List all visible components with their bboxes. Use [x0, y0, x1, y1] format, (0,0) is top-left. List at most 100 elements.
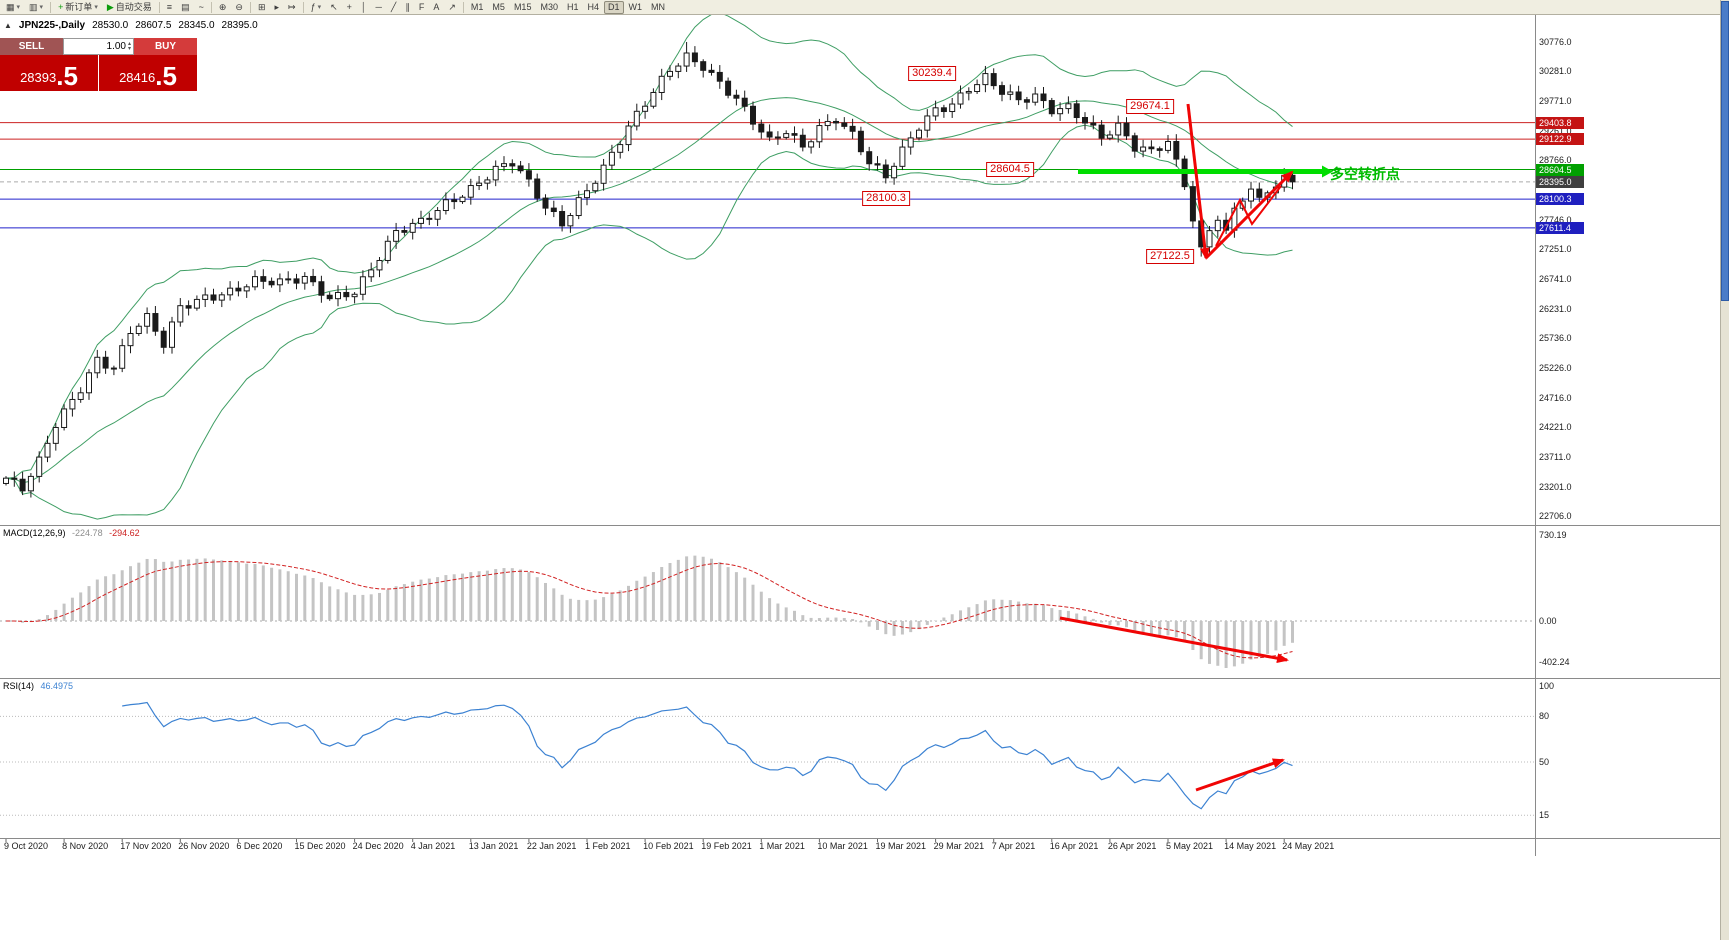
rsi-line: [122, 701, 1293, 810]
caret-down-icon: ▾: [39, 3, 44, 11]
trend-arrow[interactable]: [1186, 103, 1210, 260]
new-order-button-label: 新订单: [65, 1, 93, 12]
rsi-pane-label: RSI(14) 46.4975: [3, 681, 73, 691]
timeframe-m1-label: M1: [470, 1, 484, 12]
price-callout[interactable]: 30239.4: [908, 65, 956, 81]
price-callout[interactable]: 28604.5: [986, 161, 1034, 177]
vertical-scrollbar[interactable]: [1720, 0, 1729, 940]
zoom-out-button[interactable]: ⊖: [231, 1, 247, 14]
vertical-line-button-icon: │: [360, 1, 367, 12]
channel-button[interactable]: ∥: [401, 1, 414, 14]
fibonacci-button-icon: F: [418, 1, 425, 12]
macd-trend-arrow[interactable]: [1059, 616, 1289, 664]
candlestick-chart-button[interactable]: ▤: [177, 1, 194, 14]
symbol-info-bar: ▲ JPN225-,Daily 28530.0 28607.5 28345.0 …: [4, 20, 258, 31]
horizontal-line-button-icon: ─: [375, 1, 382, 12]
autotrading-button[interactable]: ▶ 自动交易: [103, 1, 156, 14]
tile-windows-button-icon: ⊞: [257, 1, 266, 12]
chart-shift-button-icon: ↦: [288, 1, 296, 12]
sell-price-main: 28393: [20, 70, 57, 85]
buy-price-fraction: .5: [155, 61, 177, 91]
bar-chart-button[interactable]: ≡: [163, 1, 176, 14]
new-chart-button-icon: ▦: [6, 1, 15, 12]
sell-price[interactable]: 28393.5: [0, 55, 98, 91]
rsi-trend-arrow[interactable]: [1195, 758, 1285, 792]
trend-zigzag[interactable]: [1215, 185, 1282, 247]
horizontal-line-button[interactable]: ─: [372, 1, 386, 14]
toolbar-separator: [210, 1, 212, 13]
timeframe-d1-label: D1: [608, 1, 620, 12]
arrow-tool-button-icon: ↗: [448, 1, 456, 12]
timeframe-m30[interactable]: M30: [536, 1, 562, 14]
toolbar: ▦ ▾ ▥ ▾ + 新订单 ▾ ▶ 自动交易 ≡ ▤ ~ ⊕ ⊖ ⊞ ▸ ↦ ƒ ▾ ↖ + │ ─ ╱ ∥ F A ↗ M1 M5 M15…: [0, 0, 1729, 15]
channel-button-icon: ∥: [405, 1, 410, 12]
timeframe-m15[interactable]: M15: [510, 1, 536, 14]
trendline-button-icon: ╱: [390, 1, 397, 12]
new-order-button-icon: +: [58, 1, 64, 12]
chart-profiles-button[interactable]: ▥ ▾: [25, 1, 47, 14]
autotrading-button-label: 自动交易: [115, 1, 152, 12]
caret-down-icon: ▾: [317, 3, 322, 11]
chart-shift-button[interactable]: ↦: [284, 1, 300, 14]
lot-size-input[interactable]: 1.00 ▴ ▾: [63, 38, 134, 55]
sell-price-fraction: .5: [56, 61, 78, 91]
ohlc-close: 28395.0: [221, 20, 258, 31]
vertical-line-button[interactable]: │: [357, 1, 371, 14]
new-order-button[interactable]: + 新订单 ▾: [54, 1, 102, 14]
auto-scroll-button[interactable]: ▸: [270, 1, 283, 14]
buy-price-main: 28416: [119, 70, 156, 85]
lot-decrease-button[interactable]: ▾: [127, 45, 131, 52]
timeframe-mn[interactable]: MN: [647, 1, 669, 14]
turning-point-label: 多空转折点: [1330, 166, 1400, 182]
line-chart-button[interactable]: ~: [195, 1, 208, 14]
tile-windows-button[interactable]: ⊞: [254, 1, 270, 14]
timeframe-d1[interactable]: D1: [604, 0, 624, 14]
timeframe-m5[interactable]: M5: [488, 1, 509, 14]
symbol-title: JPN225-,Daily: [18, 20, 86, 31]
caret-down-icon: ▾: [16, 3, 21, 11]
zoom-in-button[interactable]: ⊕: [215, 1, 231, 14]
toolbar-separator: [302, 1, 304, 13]
lot-increase-button[interactable]: ▴: [127, 40, 131, 47]
timeframe-h1-label: H1: [566, 1, 579, 12]
cursor-button[interactable]: ↖: [326, 1, 342, 14]
scrollbar-thumb[interactable]: [1721, 1, 1729, 301]
fibonacci-button[interactable]: F: [415, 1, 429, 14]
ohlc-open: 28530.0: [92, 20, 129, 31]
lot-value[interactable]: 1.00: [106, 41, 126, 52]
sell-button[interactable]: SELL: [0, 38, 63, 55]
text-button[interactable]: A: [429, 1, 443, 14]
trend-arrow[interactable]: [1204, 170, 1294, 260]
timeframe-m15-label: M15: [513, 1, 532, 12]
indicators-button[interactable]: ƒ ▾: [307, 1, 326, 14]
buy-button[interactable]: BUY: [134, 38, 197, 55]
chart-profiles-button-icon: ▥: [29, 1, 38, 12]
bollinger-upper-band: [5, 12, 1293, 479]
price-callout[interactable]: 28100.3: [862, 191, 910, 207]
macd-signal-line: [5, 561, 1293, 659]
trendline-button[interactable]: ╱: [387, 1, 400, 14]
indicators-button-icon: ƒ: [310, 1, 316, 12]
timeframe-m1[interactable]: M1: [467, 1, 488, 14]
timeframe-h1[interactable]: H1: [563, 1, 583, 14]
price-callout[interactable]: 27122.5: [1146, 248, 1194, 264]
timeframe-h4[interactable]: H4: [583, 1, 603, 14]
ohlc-high: 28607.5: [135, 20, 172, 31]
macd-histogram: [12, 555, 1294, 668]
crosshair-button[interactable]: +: [343, 1, 356, 14]
timeframe-w1[interactable]: W1: [625, 1, 647, 14]
auto-scroll-button-icon: ▸: [274, 1, 280, 12]
new-chart-button[interactable]: ▦ ▾: [2, 1, 24, 14]
macd-signal-value: -294.62: [109, 528, 140, 538]
autotrading-button-icon: ▶: [106, 1, 114, 12]
timeframe-m30-label: M30: [540, 1, 558, 12]
window-menu-icon[interactable]: ▲: [4, 21, 12, 30]
toolbar-separator: [462, 1, 464, 13]
price-callout[interactable]: 29674.1: [1126, 98, 1174, 114]
timeframe-mn-label: MN: [651, 1, 666, 12]
macd-main-value: -224.78: [72, 528, 103, 538]
buy-price[interactable]: 28416.5: [99, 55, 197, 91]
arrow-tool-button[interactable]: ↗: [444, 1, 460, 14]
